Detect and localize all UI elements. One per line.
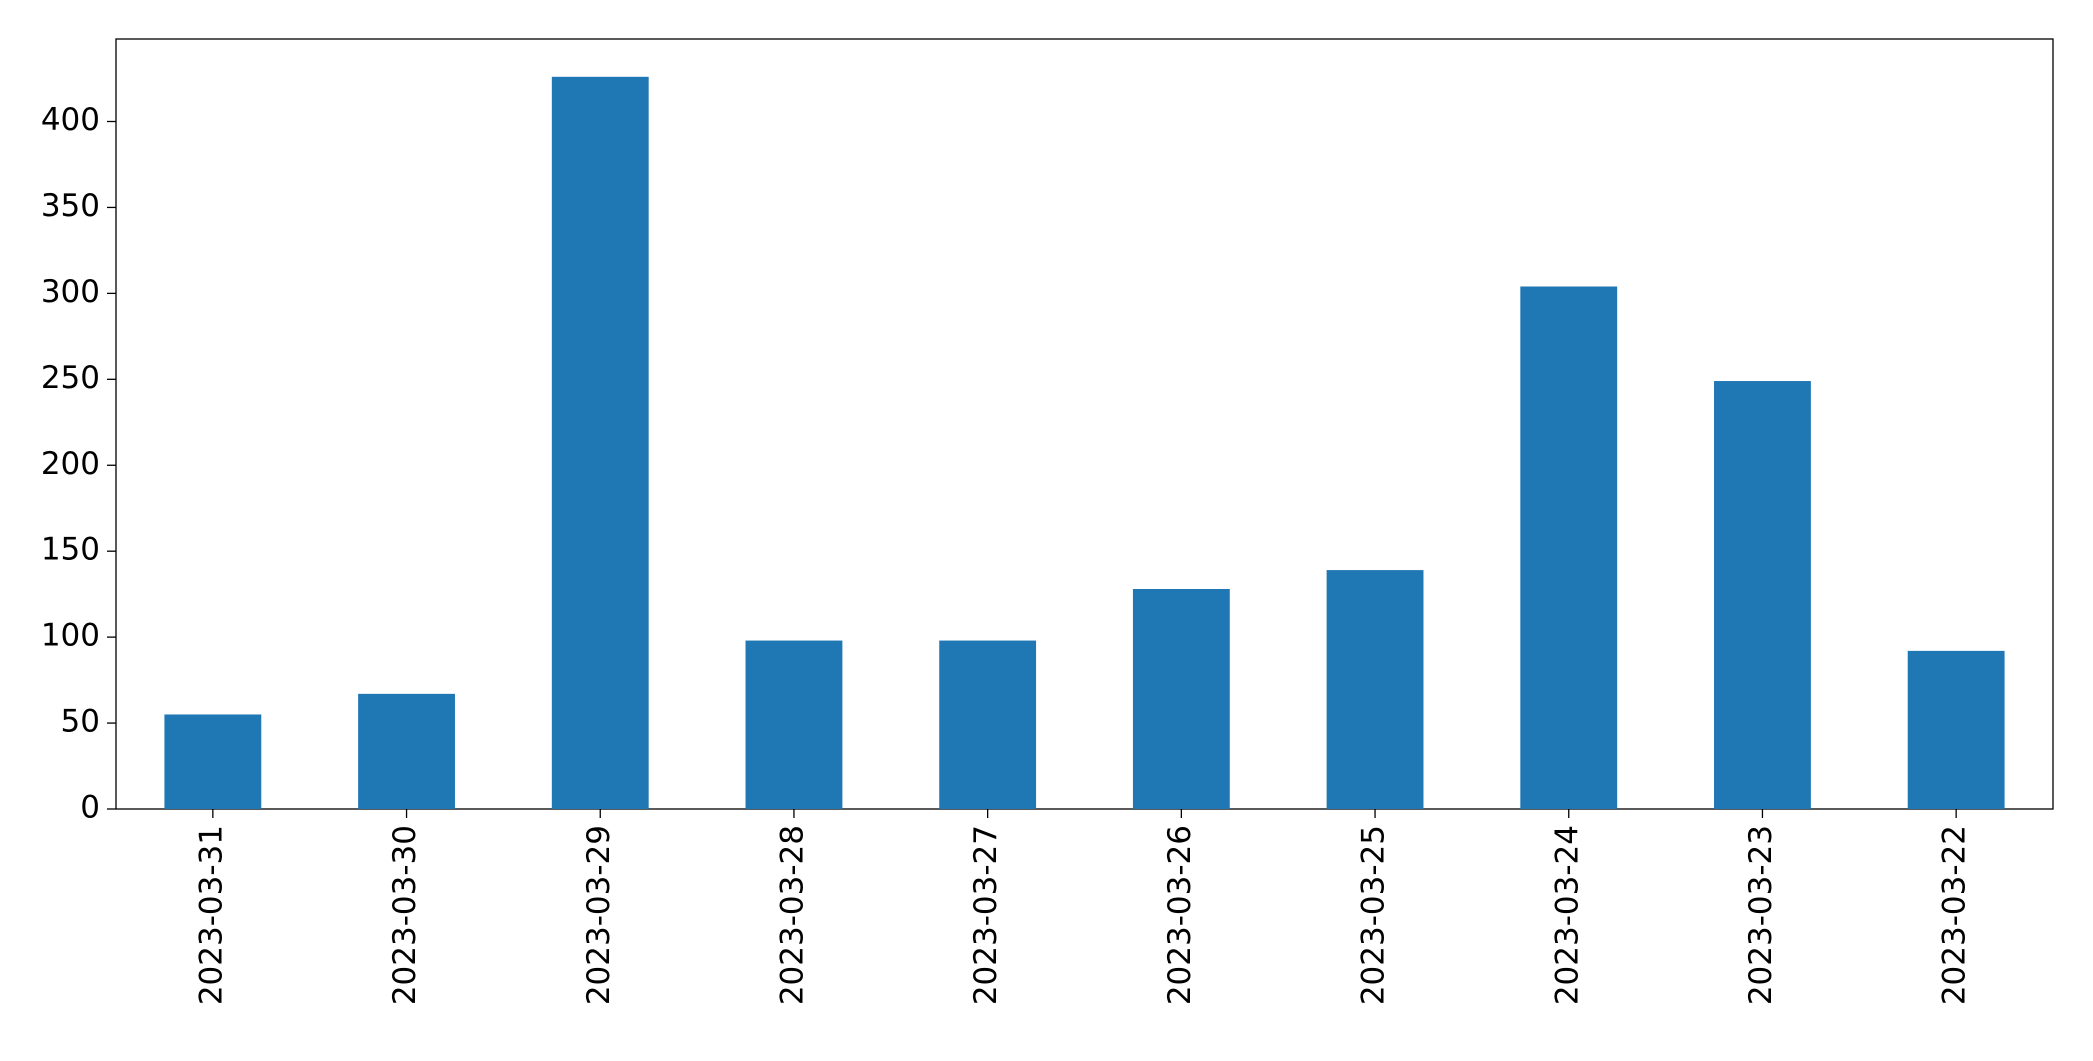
bar [1132, 589, 1230, 809]
x-tick-label: 2023-03-29 [581, 825, 617, 1005]
x-tick-label: 2023-03-28 [774, 825, 810, 1005]
bar [1714, 381, 1811, 809]
x-tick-label: 2023-03-25 [1356, 825, 1392, 1005]
y-tick-label: 400 [41, 102, 100, 138]
x-tick-label: 2023-03-31 [193, 825, 229, 1005]
y-tick-label: 300 [41, 274, 100, 310]
bar [164, 714, 262, 809]
y-tick-label: 200 [41, 446, 100, 482]
bar [939, 640, 1037, 809]
bar [551, 76, 649, 809]
x-tick-label: 2023-03-30 [387, 825, 423, 1005]
bar [358, 693, 455, 809]
y-tick-label: 0 [80, 790, 100, 826]
x-tick-label: 2023-03-27 [968, 825, 1004, 1005]
x-tick-label: 2023-03-26 [1162, 825, 1198, 1005]
x-tick-label: 2023-03-24 [1549, 825, 1585, 1005]
y-tick-label: 350 [41, 188, 100, 224]
bar [1326, 570, 1424, 809]
bar [1907, 650, 2005, 809]
x-tick-label: 2023-03-22 [1937, 825, 1973, 1005]
y-tick-label: 50 [61, 704, 100, 740]
x-tick-label: 2023-03-23 [1743, 825, 1779, 1005]
y-tick-label: 150 [41, 532, 100, 568]
y-tick-label: 250 [41, 360, 100, 396]
y-tick-label: 100 [41, 618, 100, 654]
bar [745, 640, 843, 809]
bar [1520, 286, 1618, 809]
plot-frame [115, 38, 2054, 810]
